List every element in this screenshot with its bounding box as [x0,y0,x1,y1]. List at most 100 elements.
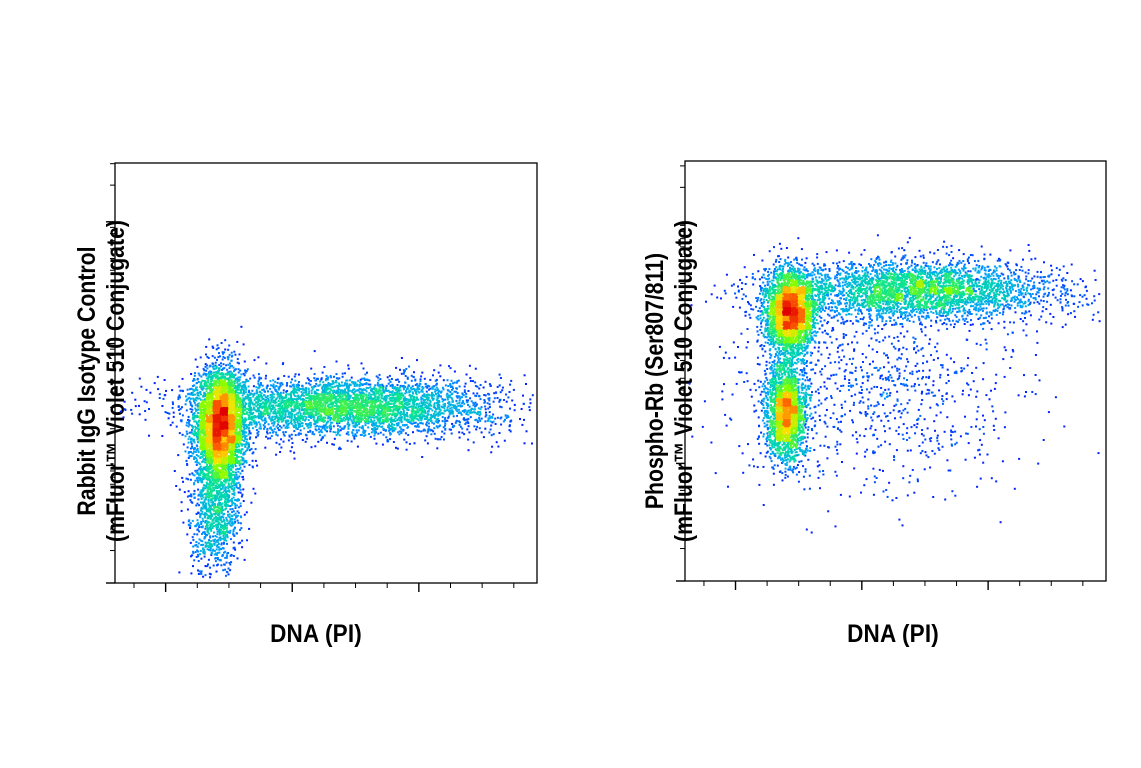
event-dot [393,423,396,426]
event-dot [443,409,446,412]
event-dot [195,409,198,412]
event-dot [391,400,394,403]
event-dot [427,422,430,425]
event-dot [214,541,217,544]
event-dot [327,392,329,395]
event-dot [327,415,330,418]
event-dot [424,385,427,388]
event-dot [498,400,501,403]
event-dot [340,417,343,420]
event-dot [303,404,306,407]
event-dot [293,401,296,404]
event-dot [491,416,494,419]
event-dot [422,411,425,414]
event-dot [288,415,291,418]
event-dot [224,531,227,533]
event-dot [478,417,481,419]
event-dot [391,428,394,430]
event-dot [204,484,207,487]
event-dot [224,550,227,553]
event-dot [244,409,247,412]
event-dot [222,509,225,512]
event-dot [258,412,260,415]
event-dot [359,384,362,387]
event-dot [309,422,312,424]
event-dot [217,551,219,554]
event-dot [171,401,174,404]
event-dot [263,404,266,407]
event-dot [420,400,423,403]
event-dot [310,389,313,392]
event-dot [484,400,486,403]
event-dot [465,392,468,395]
event-dot [300,388,303,390]
event-dot [371,393,374,396]
event-dot [240,390,243,393]
event-dot [225,492,228,495]
event-dot [257,386,260,389]
event-dot [247,385,250,388]
event-dot [197,560,200,562]
event-dot [202,504,205,507]
event-dot [247,402,250,405]
event-dot [247,442,250,445]
event-dot [459,404,462,407]
event-dot [414,415,417,418]
event-dot [314,390,317,393]
event-dot [426,442,429,445]
event-dot [450,396,453,399]
event-dot [418,409,421,412]
event-dot [339,393,342,396]
event-dot [433,394,435,397]
event-dot [206,522,209,525]
event-dot [191,408,194,411]
event-dot [193,441,196,444]
event-dot [351,391,354,394]
event-dot [189,527,192,529]
event-dot [291,401,294,403]
event-dot [238,384,241,387]
event-dot [415,396,418,399]
event-dot [245,370,248,372]
event-dot [374,395,377,398]
event-dot [279,384,282,387]
event-dot [190,451,192,453]
event-dot [165,389,167,392]
event-dot [257,421,260,424]
event-dot [397,399,400,402]
event-dot [273,420,276,423]
event-dot [278,387,281,390]
event-dot [396,390,399,393]
event-dot [244,387,247,389]
event-dot [458,420,461,423]
event-dot [290,422,293,425]
event-dot [431,387,434,390]
event-dot [202,486,205,489]
event-dot [190,495,193,498]
event-dot [426,385,429,387]
event-dot [398,430,401,433]
event-dot [488,431,491,434]
event-dot [204,363,207,366]
event-dot [213,371,215,374]
event-dot [495,441,498,444]
event-dot [306,377,309,380]
event-dot [260,418,263,420]
event-dot [358,394,361,397]
event-dot [190,424,193,427]
event-dot [344,390,347,393]
event-dot [463,385,466,388]
event-dot [228,489,231,492]
event-dot [364,383,367,386]
event-dot [335,403,338,406]
plot-panel-isotype: Rabbit IgG Isotype Control (mFluor™ Viol… [0,0,570,768]
event-dot [437,412,440,415]
event-dot [450,410,453,413]
event-dot [446,379,449,382]
event-dot [232,366,235,369]
event-dot [283,375,286,377]
event-dot [260,403,263,406]
event-dot [463,402,466,405]
event-dot [293,426,295,429]
event-dot [388,379,391,382]
